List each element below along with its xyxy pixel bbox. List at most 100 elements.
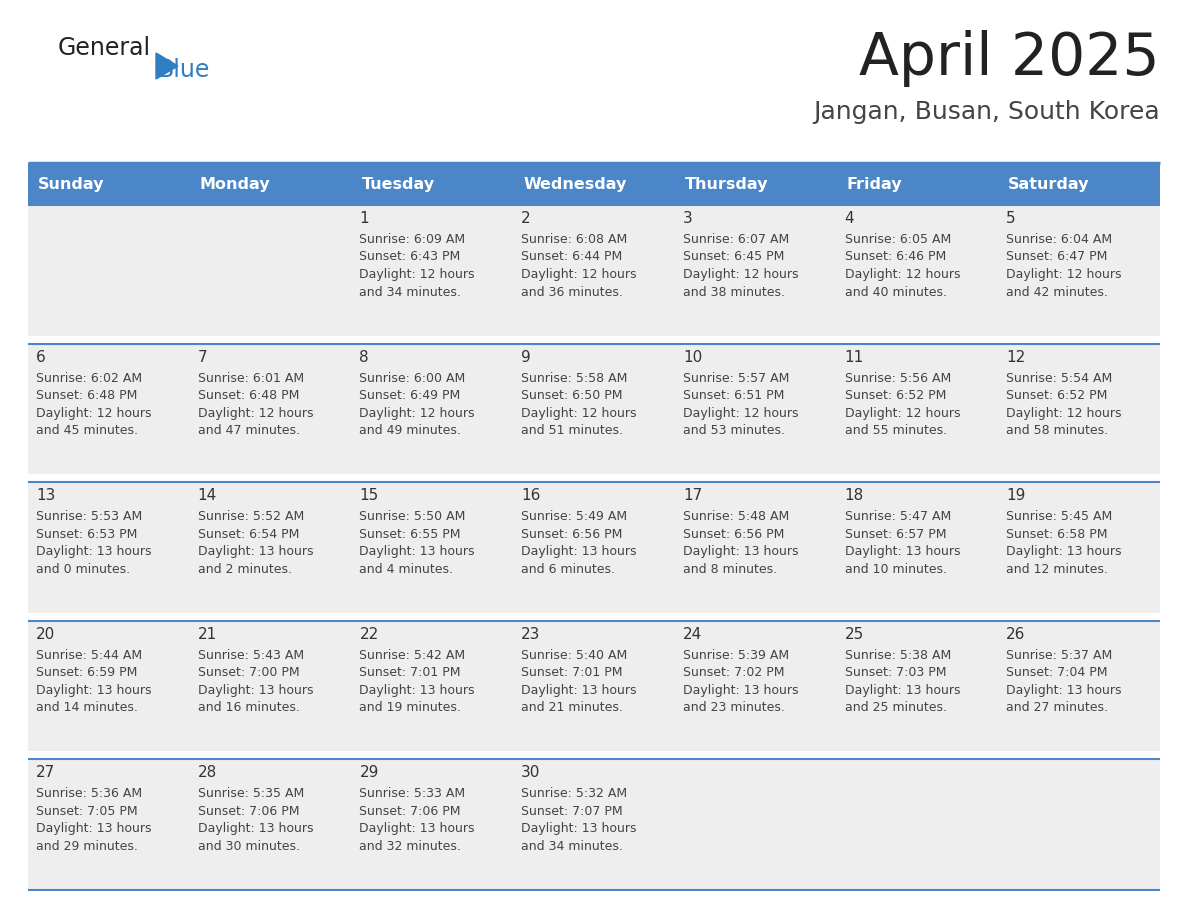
Text: Daylight: 12 hours: Daylight: 12 hours [1006,268,1121,281]
Text: Sunset: 6:57 PM: Sunset: 6:57 PM [845,528,946,541]
Text: and 49 minutes.: and 49 minutes. [360,424,461,437]
Text: Sunset: 6:58 PM: Sunset: 6:58 PM [1006,528,1107,541]
Text: Sunrise: 5:48 AM: Sunrise: 5:48 AM [683,510,789,523]
Text: and 2 minutes.: and 2 minutes. [197,563,292,576]
FancyBboxPatch shape [513,163,675,205]
FancyBboxPatch shape [29,621,190,752]
FancyBboxPatch shape [29,482,190,613]
Text: Sunrise: 5:40 AM: Sunrise: 5:40 AM [522,649,627,662]
FancyBboxPatch shape [998,482,1159,613]
FancyBboxPatch shape [513,621,675,752]
FancyBboxPatch shape [190,759,352,890]
Text: Sunrise: 5:37 AM: Sunrise: 5:37 AM [1006,649,1112,662]
Text: and 30 minutes.: and 30 minutes. [197,840,299,853]
Text: Sunrise: 6:08 AM: Sunrise: 6:08 AM [522,233,627,246]
Text: Tuesday: Tuesday [361,176,435,192]
FancyBboxPatch shape [675,343,836,475]
Text: Sunset: 7:06 PM: Sunset: 7:06 PM [197,805,299,818]
Text: and 42 minutes.: and 42 minutes. [1006,285,1108,298]
Text: General: General [58,36,151,60]
Text: 17: 17 [683,488,702,503]
Text: Sunrise: 5:56 AM: Sunrise: 5:56 AM [845,372,950,385]
Text: Daylight: 13 hours: Daylight: 13 hours [683,545,798,558]
Text: Sunset: 7:06 PM: Sunset: 7:06 PM [360,805,461,818]
Text: 18: 18 [845,488,864,503]
Text: Wednesday: Wednesday [523,176,626,192]
Text: and 34 minutes.: and 34 minutes. [522,840,623,853]
Text: and 55 minutes.: and 55 minutes. [845,424,947,437]
Text: Sunset: 6:59 PM: Sunset: 6:59 PM [36,666,138,679]
Text: 23: 23 [522,627,541,642]
Text: Sunrise: 5:54 AM: Sunrise: 5:54 AM [1006,372,1112,385]
Text: Daylight: 13 hours: Daylight: 13 hours [360,823,475,835]
Text: 19: 19 [1006,488,1025,503]
Text: 29: 29 [360,766,379,780]
Text: Sunrise: 5:32 AM: Sunrise: 5:32 AM [522,788,627,800]
Text: 8: 8 [360,350,369,364]
Text: Sunday: Sunday [38,176,105,192]
Text: and 23 minutes.: and 23 minutes. [683,701,785,714]
Text: Sunset: 7:01 PM: Sunset: 7:01 PM [522,666,623,679]
Text: Sunset: 6:45 PM: Sunset: 6:45 PM [683,251,784,263]
Text: 26: 26 [1006,627,1025,642]
Text: Daylight: 13 hours: Daylight: 13 hours [683,684,798,697]
FancyBboxPatch shape [29,343,190,475]
FancyBboxPatch shape [675,482,836,613]
Text: Daylight: 13 hours: Daylight: 13 hours [197,823,314,835]
Text: Daylight: 13 hours: Daylight: 13 hours [1006,684,1121,697]
Text: and 0 minutes.: and 0 minutes. [36,563,131,576]
FancyBboxPatch shape [836,759,998,890]
Text: and 19 minutes.: and 19 minutes. [360,701,461,714]
FancyBboxPatch shape [352,759,513,890]
Text: Sunset: 6:50 PM: Sunset: 6:50 PM [522,389,623,402]
Text: April 2025: April 2025 [859,30,1159,87]
Text: Sunset: 6:44 PM: Sunset: 6:44 PM [522,251,623,263]
Text: 14: 14 [197,488,217,503]
FancyBboxPatch shape [675,205,836,336]
FancyBboxPatch shape [352,482,513,613]
Text: Daylight: 12 hours: Daylight: 12 hours [683,268,798,281]
Text: Sunset: 6:56 PM: Sunset: 6:56 PM [522,528,623,541]
Text: Sunrise: 5:57 AM: Sunrise: 5:57 AM [683,372,789,385]
Text: 3: 3 [683,211,693,226]
Text: Sunrise: 6:07 AM: Sunrise: 6:07 AM [683,233,789,246]
Text: and 4 minutes.: and 4 minutes. [360,563,454,576]
Text: 22: 22 [360,627,379,642]
Polygon shape [156,53,178,79]
Text: and 29 minutes.: and 29 minutes. [36,840,138,853]
Text: Sunset: 6:56 PM: Sunset: 6:56 PM [683,528,784,541]
FancyBboxPatch shape [998,163,1159,205]
FancyBboxPatch shape [190,621,352,752]
Text: Sunrise: 5:36 AM: Sunrise: 5:36 AM [36,788,143,800]
FancyBboxPatch shape [190,343,352,475]
Text: Sunset: 6:52 PM: Sunset: 6:52 PM [845,389,946,402]
Text: Daylight: 12 hours: Daylight: 12 hours [360,268,475,281]
Text: 20: 20 [36,627,56,642]
Text: Sunrise: 6:05 AM: Sunrise: 6:05 AM [845,233,950,246]
FancyBboxPatch shape [29,163,190,205]
FancyBboxPatch shape [836,343,998,475]
Text: Monday: Monday [200,176,271,192]
Text: Sunset: 6:47 PM: Sunset: 6:47 PM [1006,251,1107,263]
FancyBboxPatch shape [998,621,1159,752]
Text: and 38 minutes.: and 38 minutes. [683,285,785,298]
Text: Sunrise: 5:52 AM: Sunrise: 5:52 AM [197,510,304,523]
Text: Daylight: 12 hours: Daylight: 12 hours [1006,407,1121,420]
Text: and 10 minutes.: and 10 minutes. [845,563,947,576]
Text: and 47 minutes.: and 47 minutes. [197,424,299,437]
Text: Sunrise: 5:49 AM: Sunrise: 5:49 AM [522,510,627,523]
Text: and 6 minutes.: and 6 minutes. [522,563,615,576]
Text: Daylight: 13 hours: Daylight: 13 hours [36,545,152,558]
Text: Sunrise: 5:50 AM: Sunrise: 5:50 AM [360,510,466,523]
FancyBboxPatch shape [675,163,836,205]
Text: 5: 5 [1006,211,1016,226]
Text: Daylight: 12 hours: Daylight: 12 hours [683,407,798,420]
Text: and 36 minutes.: and 36 minutes. [522,285,623,298]
Text: and 12 minutes.: and 12 minutes. [1006,563,1108,576]
Text: Blue: Blue [158,58,210,82]
Text: and 58 minutes.: and 58 minutes. [1006,424,1108,437]
Text: Daylight: 12 hours: Daylight: 12 hours [845,268,960,281]
Text: Sunset: 7:02 PM: Sunset: 7:02 PM [683,666,784,679]
Text: 7: 7 [197,350,208,364]
Text: Sunrise: 5:38 AM: Sunrise: 5:38 AM [845,649,950,662]
